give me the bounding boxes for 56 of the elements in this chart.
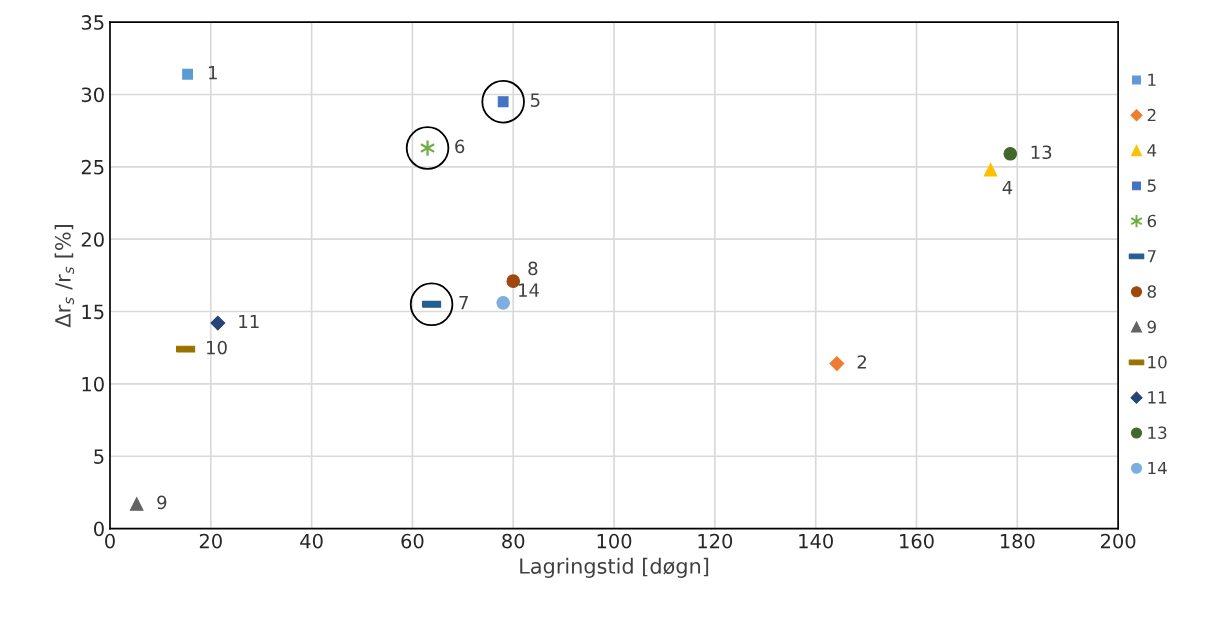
legend-label: 8 <box>1147 285 1156 298</box>
point <box>983 162 998 177</box>
x-axis-title: Lagringstid [døgn] <box>520 557 709 578</box>
x-tick-label: 200 <box>1101 533 1136 549</box>
x-tick-label: 140 <box>799 533 833 549</box>
legend-label: 9 <box>1147 320 1156 334</box>
text: 13 <box>1031 145 1052 160</box>
x-tick-label: 60 <box>401 533 424 549</box>
text: 7 <box>459 296 468 310</box>
x-tick-label: 160 <box>900 533 934 549</box>
text: 8 <box>528 261 538 276</box>
legend-label: 5 <box>1147 179 1156 192</box>
point <box>405 126 450 170</box>
text: 5 <box>530 93 540 107</box>
y-tick-label: 0 <box>94 521 104 537</box>
text: 14 <box>519 283 540 297</box>
point <box>506 274 521 288</box>
legend-label: 6 <box>1147 214 1157 228</box>
y-tick-label: 35 <box>81 15 104 30</box>
point <box>210 315 226 331</box>
y-tick-label: 30 <box>81 87 104 103</box>
point <box>829 356 845 372</box>
point <box>481 79 525 124</box>
y-tick-label: 5 <box>94 449 104 464</box>
text: 2 <box>857 355 866 369</box>
legend-label: 1 <box>1148 73 1156 86</box>
y-axis-title: Δr$_{s}$ /r$_{s}$ [%] <box>54 225 75 328</box>
x-tick-label: 180 <box>1000 533 1035 549</box>
point <box>409 282 454 327</box>
x-tick-label: 40 <box>300 533 323 549</box>
y-tick-label: 10 <box>82 376 104 392</box>
point <box>1003 147 1018 161</box>
legend-label: 11 <box>1148 391 1167 404</box>
x-tick-label: 100 <box>597 533 632 549</box>
text: 6 <box>455 139 465 154</box>
text: 4 <box>1002 181 1013 195</box>
y-tick-label: 20 <box>81 232 104 247</box>
text: 10 <box>207 340 227 355</box>
legend-label: 13 <box>1148 426 1167 440</box>
x-tick-label: 120 <box>698 533 733 549</box>
point <box>496 296 510 310</box>
legend-label: 7 <box>1147 250 1156 263</box>
x-tick-label: 20 <box>199 533 222 549</box>
y-tick-label: 15 <box>82 304 104 320</box>
legend-label: 10 <box>1148 355 1167 369</box>
legend-label: 4 <box>1147 144 1157 157</box>
point <box>182 68 194 80</box>
x-tick-label: 0 <box>105 533 115 549</box>
legend-label: 14 <box>1148 461 1167 475</box>
text: 1 <box>209 66 217 80</box>
x-tick-label: 80 <box>502 533 525 549</box>
legend-label: 2 <box>1147 108 1156 122</box>
text: 9 <box>157 495 167 510</box>
point <box>129 497 144 511</box>
text: 11 <box>239 314 259 329</box>
y-tick-label: 25 <box>81 159 104 175</box>
